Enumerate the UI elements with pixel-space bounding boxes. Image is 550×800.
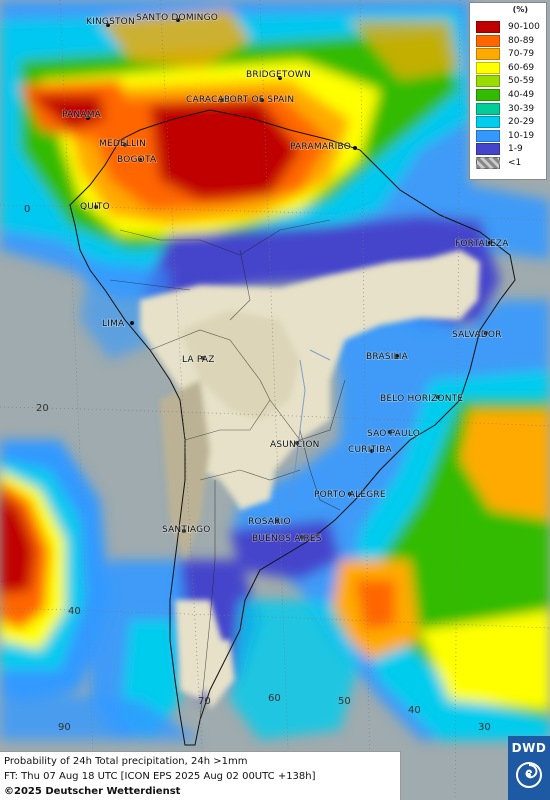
grid-label-lon-60: 60 [268,693,281,704]
city-medellin: MEDELLIN [99,139,146,149]
legend-swatch [476,143,500,156]
legend-swatch [476,75,500,88]
grid-label-lat-20: 20 [36,403,49,414]
city-paramaribo: PARAMARIBO [290,142,351,152]
grid-label-lat-0: 0 [24,204,30,215]
city-labels: KINGSTON SANTO DOMINGO BRIDGETOWN PANAMA… [61,12,510,545]
legend-swatch [476,34,500,47]
legend-label: 20-29 [508,117,535,128]
legend-label: 80-89 [508,35,535,46]
legend-label: <1 [508,158,522,168]
city-caracas: CARACAS [186,95,230,105]
city-rosario: ROSARIO [248,517,291,527]
city-quito: QUITO [80,202,110,212]
city-belo-horizonte: BELO HORIZONTE [380,394,463,404]
legend-item: 40-49 [476,89,534,101]
grid-label-lon-90: 90 [58,722,71,733]
city-santo-domingo: SANTO DOMINGO [136,13,218,23]
copyright: ©2025 Deutscher Wetterdienst [4,786,181,797]
legend-swatch [476,116,500,129]
info-box: Probability of 24h Total precipitation, … [0,751,401,800]
dwd-logo: DWD [508,736,550,800]
legend-title: (%) [512,5,528,14]
legend-swatch [476,102,500,115]
legend-label: 70-79 [508,49,535,60]
legend-label: 30-39 [508,103,535,114]
legend-swatch [476,61,500,74]
legend-swatch [476,48,500,61]
rivers [289,349,331,501]
city-la-paz: LA PAZ [182,355,215,365]
dwd-logo-text: DWD [511,741,547,755]
grid-label-lon-30: 30 [478,722,491,733]
city-bogota: BOGOTA [117,155,157,165]
legend-item: 20-29 [476,116,535,129]
city-fortaleza: FORTALEZA [455,239,509,249]
grid-label-lon-40: 40 [408,705,421,716]
legend-label: 10-19 [508,130,535,141]
legend-swatch [476,89,500,101]
precipitation-field [0,0,550,740]
legend-label: 40-49 [508,90,535,100]
legend-item: 10-19 [476,129,535,142]
legend-swatch [476,157,500,169]
legend-item: 90-100 [476,21,540,33]
city-brasilia: BRASILIA [366,352,409,362]
city-panama: PANAMA [62,110,102,120]
legend: (%) 90-100 80-89 70-79 60-69 50-59 40-49 30-39… [469,2,547,180]
legend-swatch [476,21,500,33]
grid-label-lat-40: 40 [68,606,81,617]
legend-item: 60-69 [476,61,535,74]
grid-label-lon-50: 50 [338,696,351,707]
forecast-time: FT: Thu 07 Aug 18 UTC [ICON EPS 2025 Aug… [4,771,316,782]
country-borders [109,219,346,721]
legend-label: 60-69 [508,62,535,73]
legend-swatch [476,129,500,142]
city-curitiba: CURITIBA [348,445,393,455]
city-salvador: SALVADOR [452,330,502,340]
legend-item: <1 [476,157,521,169]
city-lima: LIMA [102,319,125,329]
legend-item: 70-79 [476,48,535,61]
city-asuncion: ASUNCION [270,440,320,450]
city-santiago: SANTIAGO [162,525,211,535]
legend-item: 1-9 [476,143,523,156]
city-sao-paulo: SAO PAULO [367,429,420,439]
dwd-swirl-icon [516,762,542,788]
coastline [69,109,516,746]
legend-label: 1-9 [508,144,523,155]
city-bridgetown: BRIDGETOWN [246,70,311,80]
grid-label-lon-70: 70 [198,696,211,707]
city-buenos-aires: BUENOS AIRES [252,534,322,544]
legend-item: 50-59 [476,75,535,88]
legend-item: 30-39 [476,102,535,115]
city-porto-alegre: PORTO ALEGRE [314,490,386,500]
city-kingston: KINGSTON [86,17,135,27]
legend-label: 90-100 [508,22,540,32]
legend-label: 50-59 [508,76,535,87]
city-port-of-spain: PORT OF SPAIN [224,95,294,105]
legend-item: 80-89 [476,34,535,47]
product-description: Probability of 24h Total precipitation, … [4,756,248,767]
